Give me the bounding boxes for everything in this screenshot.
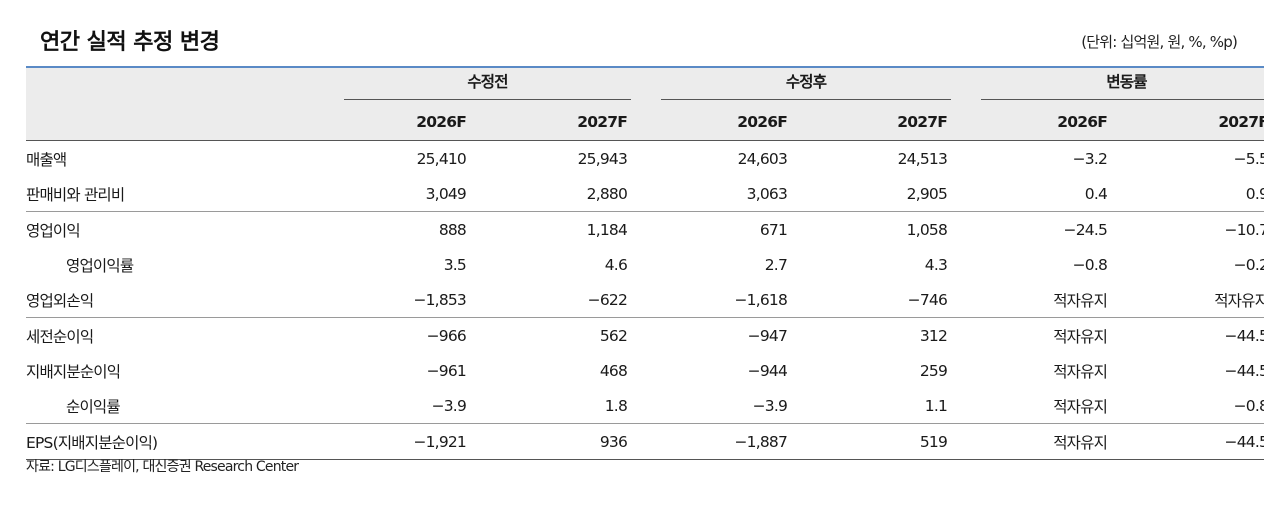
table-cell: −0.8 <box>1233 396 1264 415</box>
year-header: 2026F <box>959 104 1120 141</box>
table-cell: 312 <box>799 317 960 353</box>
table-cell: −944 <box>747 361 788 380</box>
group-header-change: 변동률 <box>959 66 1264 104</box>
table-cell: −1,921 <box>322 423 478 460</box>
table-cell: 2.7 <box>764 255 788 274</box>
year-header: 2026F <box>639 104 800 141</box>
table-cell: −3.9 <box>431 396 467 415</box>
table-cell: 4.6 <box>604 255 628 274</box>
table-cell: 562 <box>478 317 640 353</box>
table-cell: −44.5 <box>1119 317 1264 353</box>
group-header-before: 수정전 <box>322 66 640 104</box>
table-cell: −5.5 <box>1233 149 1264 168</box>
table-cell: −1,618 <box>734 290 788 309</box>
table-cell: −44.5 <box>1224 361 1264 380</box>
table-cell: −961 <box>426 361 467 380</box>
table-cell: 888 <box>322 211 478 247</box>
header-corner <box>26 104 322 141</box>
table-cell: 3,063 <box>746 184 788 203</box>
header-corner <box>26 66 322 104</box>
table-cell: −966 <box>322 317 478 353</box>
group-label: 수정전 <box>344 72 632 100</box>
row-label: EPS(지배지분순이익) <box>26 423 322 460</box>
table-cell: 936 <box>478 423 640 460</box>
table-cell: −746 <box>907 290 948 309</box>
table-cell: −622 <box>587 290 628 309</box>
year-header: 2027F <box>799 104 960 141</box>
table-row: 영업이익률 3.5 4.6 2.7 4.3 −0.8 −0.2 <box>26 247 1264 282</box>
table-cell: −24.5 <box>959 211 1120 247</box>
table-row: 매출액 25,410 25,943 24,603 24,513 −3.2 −5.… <box>26 141 1264 177</box>
row-label: 영업외손익 <box>26 291 94 310</box>
year-header: 2026F <box>322 104 478 141</box>
table-title: 연간 실적 추정 변경 <box>40 30 220 55</box>
row-label: 영업이익률 <box>66 256 134 275</box>
table-cell: 3.5 <box>443 255 467 274</box>
table-cell: 3,049 <box>425 184 467 203</box>
table-row: 순이익률 −3.9 1.8 −3.9 1.1 적자유지 −0.8 <box>26 388 1264 424</box>
table-cell: 25,943 <box>577 149 628 168</box>
table-cell: −3.2 <box>1072 149 1108 168</box>
table-cell: 적자유지 <box>959 423 1120 460</box>
table-row: 세전순이익 −966 562 −947 312 적자유지 −44.5 <box>26 317 1264 353</box>
row-label: 판매비와 관리비 <box>26 185 125 204</box>
table-cell: 적자유지 <box>1053 291 1108 310</box>
table-cell: 1,184 <box>478 211 640 247</box>
year-header-row: 2026F 2027F 2026F 2027F 2026F 2027F <box>26 104 1264 141</box>
table-cell: 259 <box>919 361 948 380</box>
table-cell: −1,853 <box>413 290 466 309</box>
table-cell: 519 <box>799 423 960 460</box>
row-label: 매출액 <box>26 150 67 169</box>
table-cell: −1,887 <box>639 423 800 460</box>
group-label: 수정후 <box>661 72 952 100</box>
table-cell: −0.8 <box>1072 255 1108 274</box>
year-header: 2027F <box>478 104 640 141</box>
table-cell: −44.5 <box>1119 423 1264 460</box>
row-label: 순이익률 <box>66 397 121 416</box>
table-cell: −0.2 <box>1233 255 1264 274</box>
table-cell: 적자유지 <box>1053 362 1108 381</box>
table-cell: 24,513 <box>897 149 948 168</box>
table-cell: 1.8 <box>604 396 628 415</box>
table-cell: 1.1 <box>924 396 948 415</box>
group-header-after: 수정후 <box>639 66 960 104</box>
table-cell: 671 <box>639 211 800 247</box>
table-row: 지배지분순이익 −961 468 −944 259 적자유지 −44.5 <box>26 353 1264 388</box>
table-cell: 적자유지 <box>959 317 1120 353</box>
table-row: EPS(지배지분순이익) −1,921 936 −1,887 519 적자유지 … <box>26 423 1264 460</box>
table-cell: 2,905 <box>906 184 948 203</box>
table-cell: 2,880 <box>586 184 628 203</box>
table-cell: 1,058 <box>799 211 960 247</box>
table-cell: 적자유지 <box>1214 291 1264 310</box>
row-label: 영업이익 <box>26 211 322 247</box>
table-row: 영업이익 888 1,184 671 1,058 −24.5 −10.7 <box>26 211 1264 247</box>
row-label: 지배지분순이익 <box>26 362 121 381</box>
group-header-row: 수정전 수정후 변동률 <box>26 66 1264 104</box>
table-cell: 0.4 <box>1084 184 1108 203</box>
table-cell: 25,410 <box>416 149 467 168</box>
table-row: 판매비와 관리비 3,049 2,880 3,063 2,905 0.4 0.9 <box>26 176 1264 212</box>
table-cell: 적자유지 <box>1053 397 1108 416</box>
table-row: 영업외손익 −1,853 −622 −1,618 −746 적자유지 적자유지 <box>26 282 1264 318</box>
table-cell: −10.7 <box>1119 211 1264 247</box>
table-cell: −947 <box>639 317 800 353</box>
unit-note: (단위: 십억원, 원, %, %p) <box>1081 33 1238 51</box>
group-label: 변동률 <box>981 72 1264 100</box>
table-cell: −3.9 <box>752 396 788 415</box>
table-cell: 468 <box>599 361 628 380</box>
table-cell: 0.9 <box>1245 184 1264 203</box>
source-note: 자료: LG디스플레이, 대신증권 Research Center <box>26 459 299 475</box>
table-cell: 4.3 <box>924 255 948 274</box>
earnings-estimate-table: 수정전 수정후 변동률 2026F 2027F 2026F 2027F 2026… <box>26 66 1264 460</box>
year-header: 2027F <box>1119 104 1264 141</box>
table-cell: 24,603 <box>737 149 788 168</box>
row-label: 세전순이익 <box>26 317 322 353</box>
